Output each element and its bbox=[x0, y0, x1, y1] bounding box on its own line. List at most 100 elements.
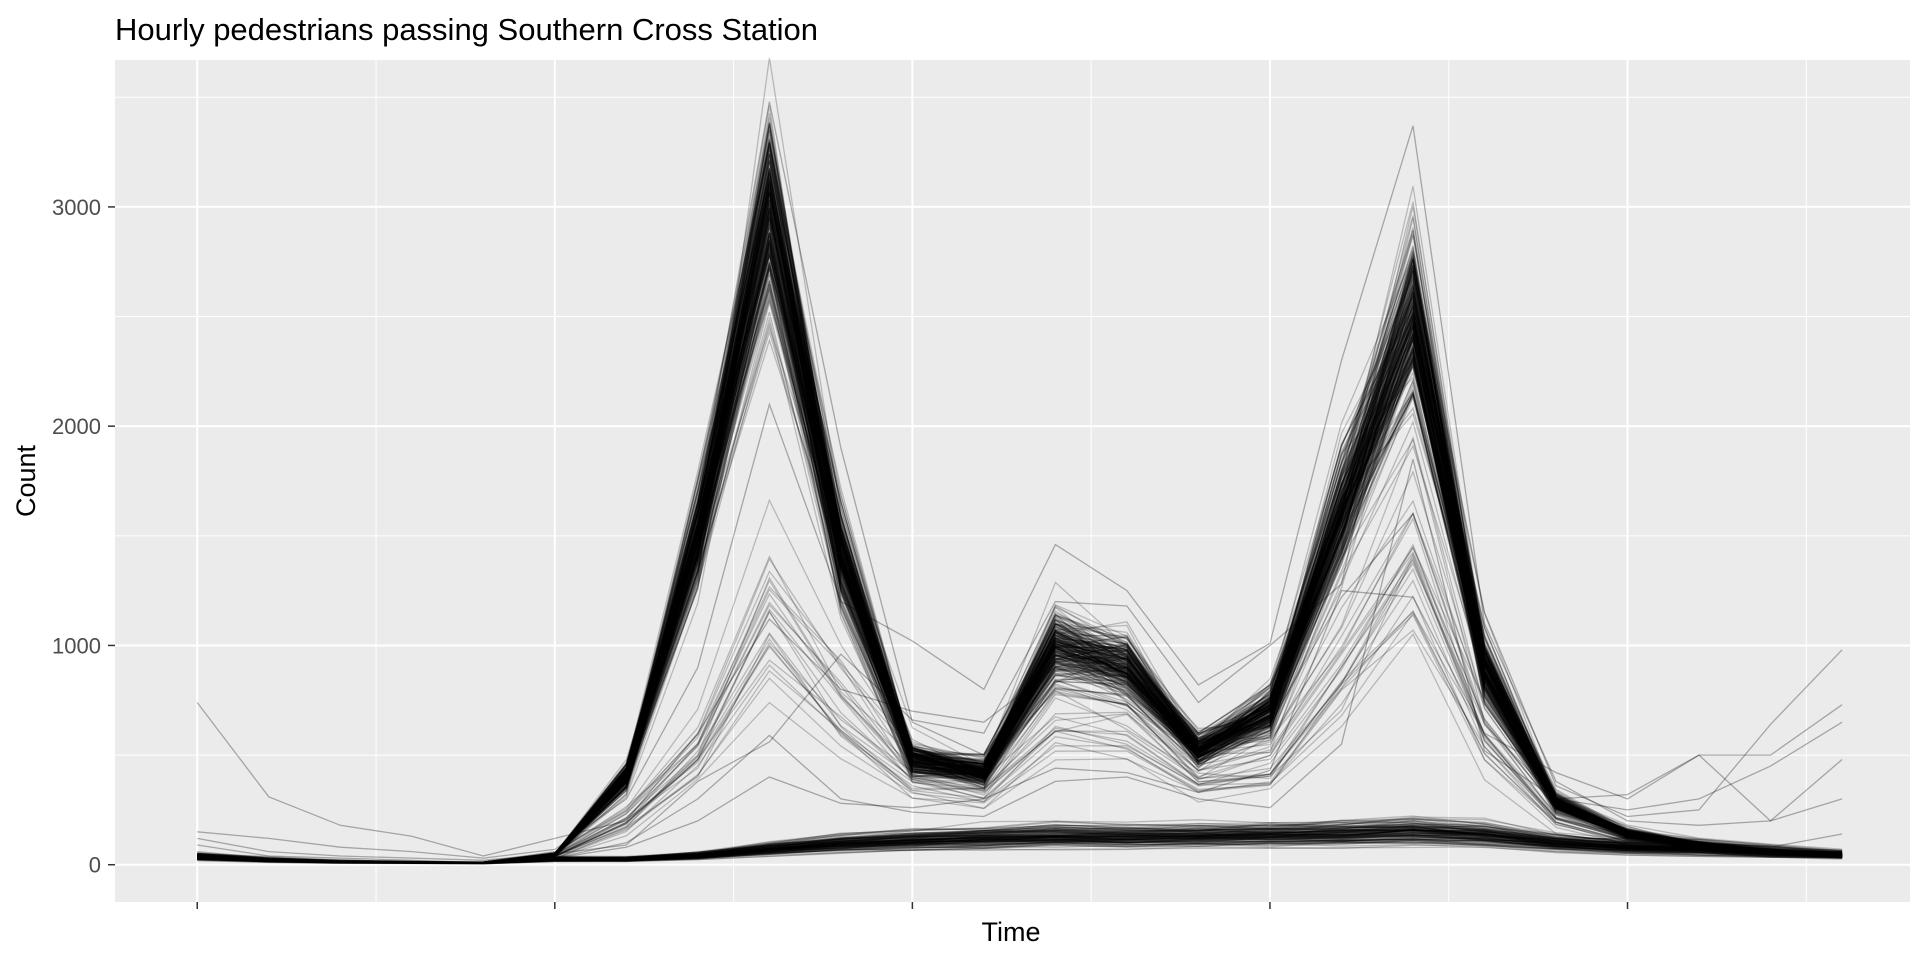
series-line-weekday bbox=[197, 219, 1843, 864]
series-line-weekend bbox=[197, 828, 1843, 864]
series-line-weekend bbox=[197, 820, 1843, 864]
series-line-weekend bbox=[197, 833, 1843, 864]
y-axis: 0 1000 2000 3000 bbox=[52, 195, 115, 878]
series-line-weekday bbox=[197, 200, 1843, 864]
series-line-weekend bbox=[197, 819, 1843, 863]
minor-gridlines bbox=[115, 60, 1910, 902]
y-tick-label: 0 bbox=[89, 853, 101, 878]
series-line-weekend bbox=[197, 838, 1843, 865]
series-line-weekday bbox=[197, 197, 1843, 864]
series-line-weekday bbox=[197, 173, 1843, 864]
series-line-weekday bbox=[197, 227, 1843, 864]
series-line-weekend bbox=[197, 829, 1843, 864]
series-line-weekday bbox=[197, 146, 1843, 864]
series-line-weekend bbox=[197, 822, 1843, 864]
series-line-weekday bbox=[197, 122, 1843, 864]
chart-title: Hourly pedestrians passing Southern Cros… bbox=[115, 12, 818, 47]
series-line-weekend bbox=[197, 835, 1843, 864]
series-line-weekday bbox=[197, 158, 1843, 864]
series-line-weekday bbox=[197, 184, 1843, 864]
series-lines bbox=[196, 57, 1843, 865]
series-line-weekday bbox=[197, 254, 1843, 864]
series-line-weekday bbox=[197, 186, 1843, 864]
series-line-weekday bbox=[197, 253, 1843, 864]
series-line-weekend bbox=[197, 840, 1843, 865]
series-line-partial_weekday bbox=[197, 612, 1843, 864]
series-line-weekday bbox=[197, 182, 1843, 864]
series-line-weekend bbox=[197, 821, 1843, 864]
series-line-partial_weekday bbox=[197, 546, 1843, 863]
series-line-weekend bbox=[197, 820, 1843, 864]
series-line-weekday bbox=[197, 172, 1843, 864]
series-line-weekend bbox=[197, 841, 1843, 865]
series-line-weekday bbox=[197, 316, 1843, 864]
series-line-weekend bbox=[197, 832, 1843, 864]
series-line-partial_weekday bbox=[197, 499, 1843, 864]
series-line-weekday bbox=[197, 250, 1843, 864]
series-line-weekend bbox=[197, 832, 1843, 864]
y-tick-label: 2000 bbox=[52, 414, 101, 439]
series-line-weekend bbox=[197, 817, 1843, 864]
series-line-weekday bbox=[197, 137, 1843, 864]
series-line-outlier-0 bbox=[196, 512, 1843, 857]
series-line-weekend bbox=[197, 830, 1843, 864]
series-line-weekday bbox=[197, 232, 1843, 864]
series-line-weekend bbox=[197, 830, 1843, 864]
series-line-weekend bbox=[197, 831, 1843, 864]
x-axis bbox=[196, 902, 1629, 909]
series-line-weekday bbox=[197, 192, 1843, 864]
series-line-weekday bbox=[197, 168, 1843, 864]
series-line-weekday bbox=[197, 188, 1843, 864]
series-line-weekday bbox=[197, 192, 1843, 864]
series-line-partial_weekday bbox=[197, 562, 1843, 864]
series-line-weekend bbox=[197, 826, 1843, 864]
series-line-weekday bbox=[197, 204, 1843, 864]
series-line-weekend bbox=[197, 829, 1843, 864]
series-line-weekday bbox=[197, 261, 1843, 864]
series-line-weekday bbox=[197, 123, 1843, 864]
series-line-weekday bbox=[197, 219, 1843, 864]
series-line-weekend bbox=[197, 838, 1843, 864]
series-line-weekday bbox=[197, 57, 1843, 864]
series-line-weekday bbox=[197, 222, 1843, 864]
series-line-weekend bbox=[197, 815, 1843, 863]
series-line-weekday bbox=[197, 141, 1843, 864]
series-line-weekday bbox=[197, 244, 1843, 864]
series-line-weekday bbox=[197, 224, 1843, 864]
series-line-weekend bbox=[197, 833, 1843, 864]
series-line-weekday bbox=[197, 231, 1843, 864]
series-line-weekday bbox=[197, 189, 1843, 864]
series-line-weekend bbox=[197, 836, 1843, 864]
series-line-weekday bbox=[197, 142, 1843, 864]
series-line-weekday bbox=[197, 241, 1843, 864]
series-line-weekend bbox=[197, 829, 1843, 864]
series-line-weekday bbox=[197, 323, 1843, 864]
series-line-weekday bbox=[197, 215, 1843, 864]
series-line-weekday bbox=[197, 203, 1843, 864]
series-line-weekday bbox=[197, 197, 1843, 864]
series-line-weekday bbox=[197, 241, 1843, 864]
series-line-weekday bbox=[197, 153, 1843, 864]
series-line-weekday bbox=[197, 211, 1843, 864]
series-line-weekday bbox=[197, 205, 1843, 863]
series-line-weekday bbox=[197, 143, 1843, 864]
series-line-weekday bbox=[197, 280, 1843, 864]
series-line-weekend bbox=[197, 828, 1843, 864]
series-line-weekday bbox=[197, 211, 1843, 864]
series-line-weekday bbox=[197, 262, 1843, 864]
series-line-weekday bbox=[197, 159, 1843, 864]
series-line-weekday bbox=[197, 254, 1843, 864]
series-line-weekday bbox=[197, 168, 1843, 864]
series-line-weekday bbox=[197, 299, 1843, 864]
series-line-weekend bbox=[197, 834, 1843, 864]
series-line-partial_weekday bbox=[197, 517, 1843, 864]
series-line-weekday bbox=[197, 195, 1843, 864]
y-tick-label: 3000 bbox=[52, 195, 101, 220]
y-axis-title: Count bbox=[11, 444, 41, 517]
series-line-weekend bbox=[197, 831, 1843, 864]
series-line-weekend bbox=[197, 840, 1843, 865]
series-line-weekday bbox=[197, 130, 1843, 864]
series-line-weekday bbox=[197, 259, 1843, 864]
series-line-weekday bbox=[197, 235, 1843, 864]
series-line-weekday bbox=[197, 221, 1843, 864]
